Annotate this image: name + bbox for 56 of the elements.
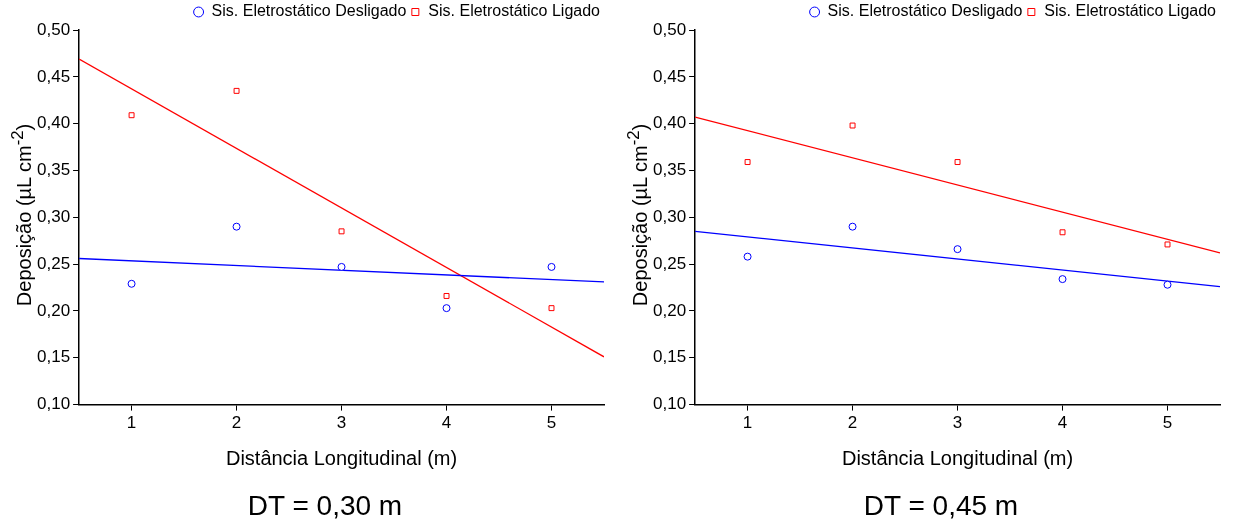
- point: [127, 279, 136, 288]
- point: [743, 252, 752, 261]
- y-tick-label: 0,20: [652, 300, 687, 320]
- x-axis-title: Distância Longitudinal (m): [225, 446, 458, 469]
- point: [954, 159, 961, 166]
- point: [1164, 241, 1171, 248]
- y-tick-label: 0,50: [652, 19, 687, 39]
- x-tick-label: 5: [1162, 413, 1173, 433]
- x-tick-label: 1: [126, 413, 137, 433]
- x-tick-label: 5: [546, 413, 557, 433]
- y-tick-label: 0,40: [36, 113, 71, 133]
- y-tick-label: 0,25: [652, 253, 687, 273]
- y-tick-label: 0,45: [652, 66, 687, 86]
- text: DT = 0,30 m: [246, 490, 404, 522]
- point: [744, 159, 751, 166]
- point: [233, 87, 240, 94]
- point: [548, 305, 555, 312]
- point: [442, 304, 451, 313]
- legend-label: Sis. Eletrostático Ligado: [428, 2, 601, 20]
- x-tick-label: 2: [231, 413, 242, 433]
- point: [443, 292, 450, 299]
- x-tick-label: 2: [847, 413, 858, 433]
- text: DT = 0,45 m: [862, 490, 1020, 522]
- y-tick-label: 0,35: [36, 160, 71, 180]
- point: [547, 262, 556, 271]
- point: [953, 245, 962, 254]
- y-tick-label: 0,15: [652, 347, 687, 367]
- x-tick-label: 4: [441, 413, 452, 433]
- y-tick-label: 0,20: [36, 300, 71, 320]
- y-tick-label: 0,30: [36, 206, 71, 226]
- y-tick-label: 0,15: [36, 347, 71, 367]
- point: [337, 262, 346, 271]
- point: [1058, 275, 1067, 284]
- point: [1163, 280, 1172, 289]
- y-tick-label: 0,35: [652, 160, 687, 180]
- point: [338, 228, 345, 235]
- point: [232, 222, 241, 231]
- legend-label: Sis. Eletrostático Desligado: [211, 2, 407, 20]
- point: [849, 122, 856, 129]
- point: [128, 112, 135, 119]
- x-tick-label: 3: [336, 413, 347, 433]
- y-tick-label: 0,10: [652, 394, 687, 414]
- point: [1059, 229, 1066, 236]
- x-axis-title: Distância Longitudinal (m): [841, 446, 1074, 469]
- legend-label: Sis. Eletrostático Desligado: [827, 2, 1023, 20]
- y-tick-label: 0,30: [652, 206, 687, 226]
- y-tick-label: 0,50: [36, 19, 71, 39]
- x-tick-label: 4: [1057, 413, 1068, 433]
- y-tick-label: 0,25: [36, 253, 71, 273]
- x-tick-label: 1: [742, 413, 753, 433]
- y-tick-label: 0,40: [652, 113, 687, 133]
- y-tick-label: 0,10: [36, 394, 71, 414]
- point: [848, 222, 857, 231]
- x-tick-label: 3: [952, 413, 963, 433]
- legend-label: Sis. Eletrostático Ligado: [1044, 2, 1217, 20]
- y-tick-label: 0,45: [36, 66, 71, 86]
